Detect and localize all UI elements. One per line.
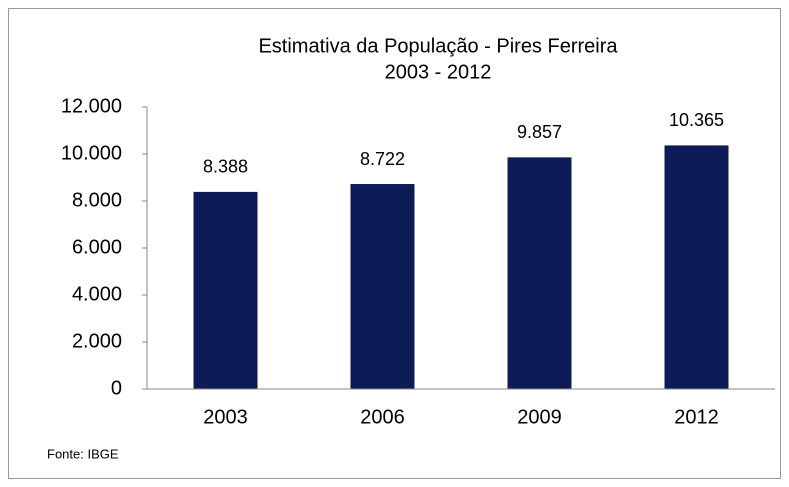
bar [350, 184, 415, 389]
source-note: Fonte: IBGE [47, 446, 119, 461]
value-label: 8.388 [203, 157, 248, 177]
bar [193, 191, 258, 389]
chart-title: Estimativa da População - Pires Ferreira [258, 35, 618, 57]
chart-subtitle: 2003 - 2012 [385, 61, 492, 83]
y-tick-label: 2.000 [72, 330, 122, 352]
x-tick-label: 2006 [360, 406, 405, 428]
x-tick-label: 2003 [203, 406, 248, 428]
value-label: 8.722 [360, 149, 405, 169]
y-tick-label: 8.000 [72, 189, 122, 211]
value-label: 9.857 [517, 122, 562, 142]
y-tick-label: 4.000 [72, 283, 122, 305]
y-tick-label: 12.000 [61, 95, 122, 117]
x-tick-label: 2012 [674, 406, 719, 428]
value-label: 10.365 [669, 110, 724, 130]
bar [507, 157, 572, 389]
y-tick-label: 0 [111, 377, 122, 399]
bar [664, 145, 729, 389]
x-tick-label: 2009 [517, 406, 562, 428]
y-tick-label: 6.000 [72, 236, 122, 258]
y-tick-label: 10.000 [61, 142, 122, 164]
